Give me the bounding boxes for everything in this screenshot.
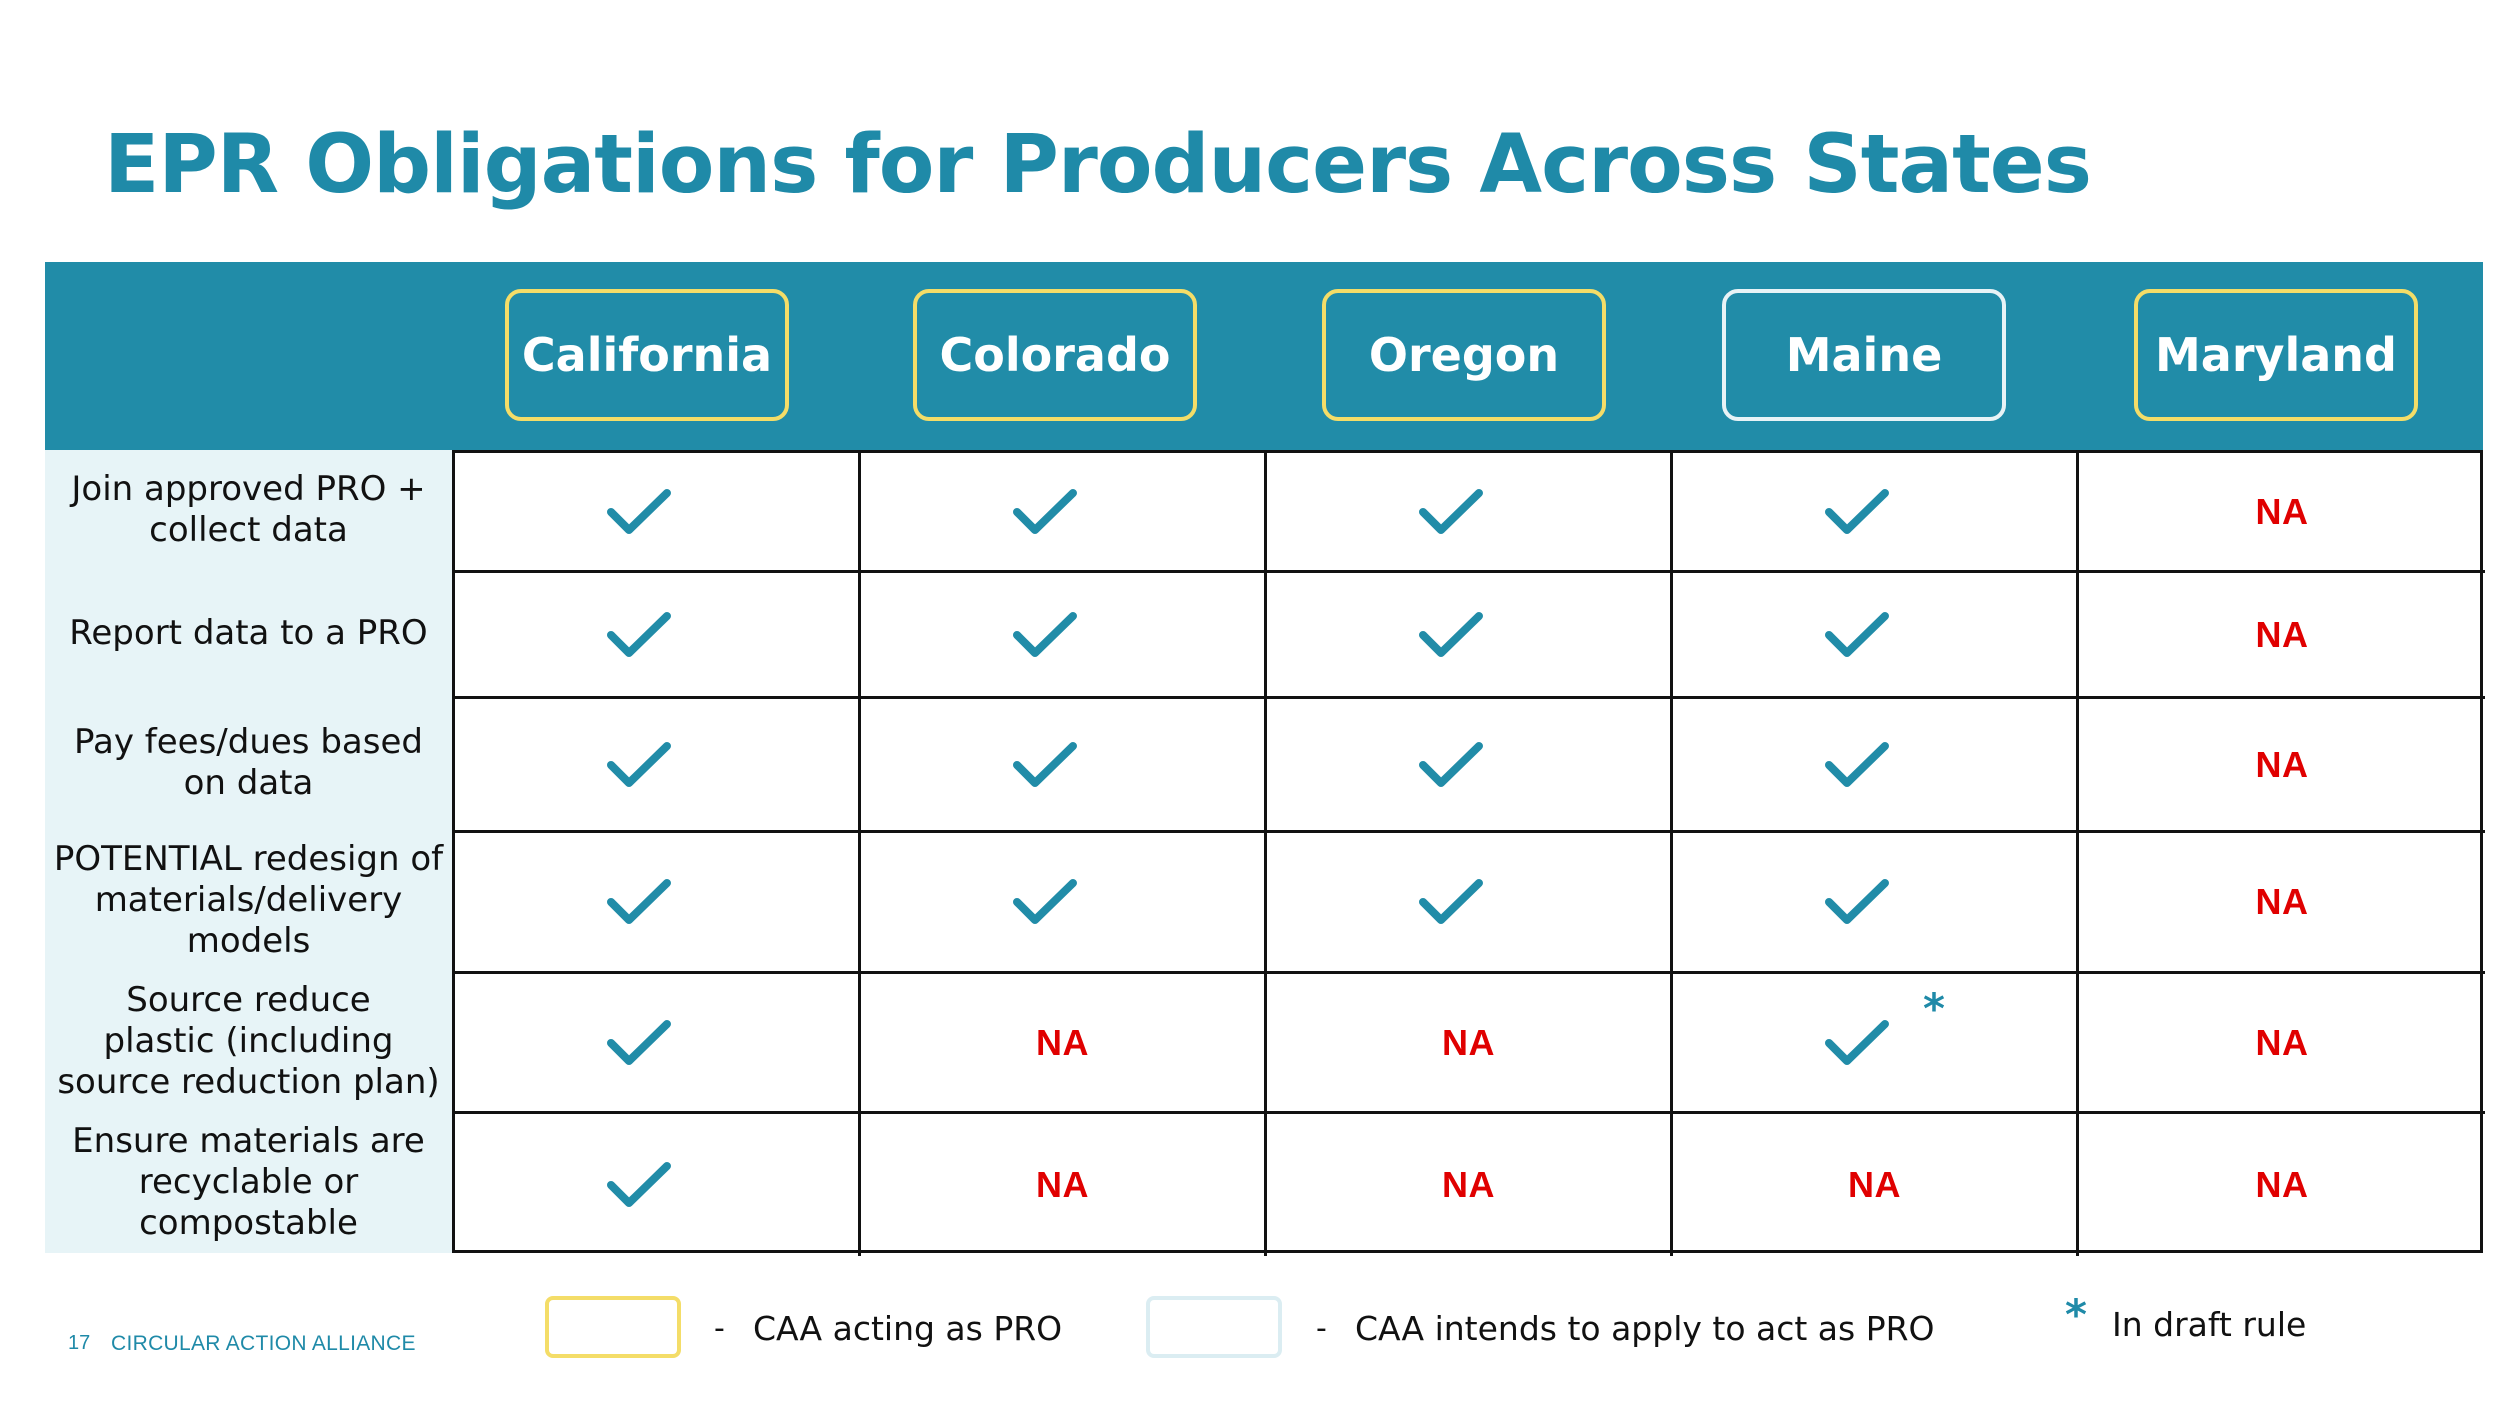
row-label-source-reduce: Source reduce plastic (including source … (57, 979, 440, 1102)
state-pill-california: California (505, 289, 789, 421)
na-label: NA (1848, 1164, 1901, 1205)
legend-label-intends: CAA intends to apply to act as PRO (1355, 1309, 1935, 1348)
table-cell-colorado: NA (861, 1114, 1267, 1256)
table-cell-california (455, 573, 861, 699)
obligations-table: NA NA NA NA NA NA * NA NA NA NA NA (452, 450, 2485, 1256)
na-label: NA (2255, 1164, 2309, 1205)
checkmark-icon (1418, 879, 1483, 924)
state-pill-maine: Maine (1722, 289, 2006, 421)
table-cell-maryland: NA (2079, 833, 2485, 974)
table-cell-oregon (1267, 833, 1673, 974)
table-cell-colorado (861, 699, 1267, 833)
table-cell-california (455, 1114, 861, 1256)
table-cell-california (455, 833, 861, 974)
checkmark-icon (1012, 741, 1077, 787)
legend-label-draft: In draft rule (2112, 1305, 2307, 1344)
checkmark-icon (1824, 879, 1889, 924)
table-cell-maryland: NA (2079, 573, 2485, 699)
legend-swatch-intends (1146, 1296, 1282, 1358)
row-label-potential-redesign: POTENTIAL redesign of materials/delivery… (53, 839, 444, 961)
table-cell-maryland: NA (2079, 974, 2485, 1114)
na-label: NA (2255, 1021, 2309, 1063)
legend-dash-pro: - (714, 1311, 725, 1346)
checkmark-icon (1824, 1019, 1889, 1065)
table-cell-maine (1673, 453, 2079, 573)
table-cell-oregon: NA (1267, 1114, 1673, 1256)
checkmark-icon (606, 879, 671, 924)
table-cell-maine (1673, 699, 2079, 833)
na-label: NA (2255, 490, 2309, 532)
table-cell-oregon: NA (1267, 974, 1673, 1114)
checkmark-icon (606, 741, 671, 787)
table-cell-oregon (1267, 453, 1673, 573)
table-cell-maine (1673, 833, 2079, 974)
asterisk-icon: * (2065, 1290, 2087, 1339)
na-label: NA (1036, 1164, 1089, 1205)
checkmark-icon (606, 1019, 671, 1065)
checkmark-icon (1418, 488, 1483, 534)
na-label: NA (1036, 1021, 1089, 1063)
page-title: EPR Obligations for Producers Across Sta… (104, 118, 2092, 212)
table-cell-maine: * (1673, 974, 2079, 1114)
table-cell-california (455, 974, 861, 1114)
checkmark-icon (1012, 879, 1077, 924)
table-cell-california (455, 699, 861, 833)
table-cell-colorado: NA (861, 974, 1267, 1114)
na-label: NA (1442, 1164, 1495, 1205)
table-cell-california (455, 453, 861, 573)
checkmark-icon (1418, 741, 1483, 787)
page-number: 17 (68, 1332, 91, 1354)
table-cell-maine (1673, 573, 2079, 699)
row-label-join-pro: Join approved PRO + collect data (71, 469, 426, 550)
legend-dash-intends: - (1316, 1311, 1327, 1346)
row-label-pay-fees: Pay fees/dues based on data (74, 722, 423, 803)
table-cell-maryland: NA (2079, 1114, 2485, 1256)
na-label: NA (2255, 743, 2309, 785)
checkmark-icon (606, 1162, 671, 1207)
na-label: NA (1442, 1021, 1495, 1063)
table-cell-maryland: NA (2079, 699, 2485, 833)
legend-label-pro: CAA acting as PRO (753, 1309, 1063, 1348)
table-cell-colorado (861, 453, 1267, 573)
table-cell-oregon (1267, 699, 1673, 833)
row-label-report-data: Report data to a PRO (69, 612, 428, 653)
checkmark-icon (1824, 741, 1889, 787)
row-label-ensure-recyclable: Ensure materials are recyclable or compo… (72, 1120, 425, 1243)
state-pill-colorado: Colorado (913, 289, 1197, 421)
table-cell-colorado (861, 833, 1267, 974)
legend-swatch-pro (545, 1296, 681, 1358)
checkmark-icon (1824, 488, 1889, 534)
asterisk-icon: * (1923, 984, 1945, 1033)
na-label: NA (2255, 613, 2309, 655)
table-cell-maryland: NA (2079, 453, 2485, 573)
state-pill-maryland: Maryland (2134, 289, 2418, 421)
table-cell-oregon (1267, 573, 1673, 699)
state-header-band (45, 262, 2483, 450)
na-label: NA (2255, 881, 2309, 922)
checkmark-icon (1012, 611, 1077, 657)
checkmark-icon (1418, 611, 1483, 657)
checkmark-icon (1824, 611, 1889, 657)
table-cell-maine: NA (1673, 1114, 2079, 1256)
state-pill-oregon: Oregon (1322, 289, 1606, 421)
row-label-panel (45, 450, 452, 1253)
checkmark-icon (1012, 488, 1077, 534)
organization-name: CIRCULAR ACTION ALLIANCE (111, 1332, 416, 1355)
checkmark-icon (606, 488, 671, 534)
checkmark-icon (606, 611, 671, 657)
table-cell-colorado (861, 573, 1267, 699)
